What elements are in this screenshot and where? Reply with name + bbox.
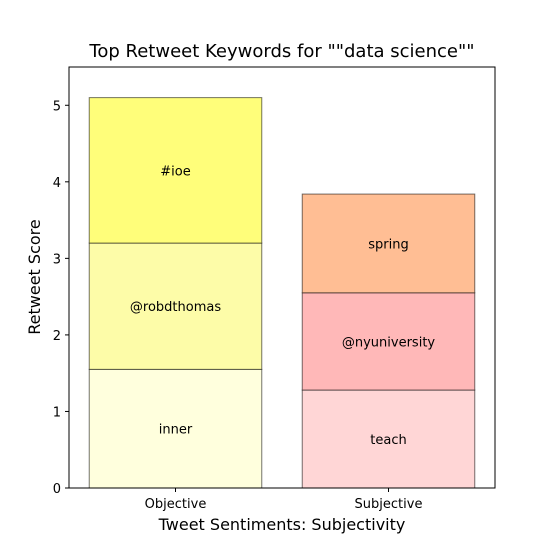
bar-segment-subjective-1 xyxy=(301,292,476,391)
segment-label: @robdthomas xyxy=(130,300,221,315)
segment-label: spring xyxy=(368,237,408,252)
y-tick-label: 5 xyxy=(53,99,61,114)
bar-segment-objective-2 xyxy=(88,97,263,244)
bars-layer: inner @robdthomas #ioe teach @nyuniversity sp… xyxy=(88,97,476,489)
y-tick-label: 3 xyxy=(53,252,61,267)
segment-label: inner xyxy=(159,423,193,438)
bar-segment-objective-0 xyxy=(88,368,263,489)
bar-segment-subjective-2 xyxy=(301,193,476,294)
plot-frame xyxy=(68,66,496,489)
segment-label: @nyuniversity xyxy=(342,335,436,350)
x-tick-label: Subjective xyxy=(355,497,423,512)
y-tick-label: 0 xyxy=(53,482,61,497)
segment-label: teach xyxy=(370,433,406,448)
y-tick-label: 4 xyxy=(53,176,61,191)
segment-label: #ioe xyxy=(160,164,190,179)
y-axis-label: Retweet Score xyxy=(25,219,44,334)
chart-title: Top Retweet Keywords for ""data science"… xyxy=(88,41,474,62)
y-tick-label: 2 xyxy=(53,329,61,344)
y-axis: 0 1 2 3 4 5 xyxy=(53,99,69,497)
y-tick-label: 1 xyxy=(53,405,61,420)
bar-segment-objective-1 xyxy=(88,242,263,370)
x-axis-label: Tweet Sentiments: Subjectivity xyxy=(158,515,406,534)
bar-segment-subjective-0 xyxy=(301,389,476,489)
x-tick-label: Objective xyxy=(145,497,207,512)
x-axis: Objective Subjective xyxy=(145,488,423,512)
